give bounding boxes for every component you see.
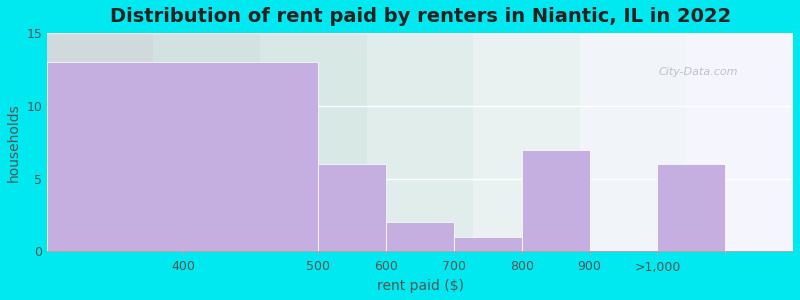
Bar bbox=[47, 62, 318, 251]
Bar bbox=[522, 149, 590, 251]
Bar bbox=[658, 164, 726, 251]
X-axis label: rent paid ($): rent paid ($) bbox=[377, 279, 464, 293]
Bar bbox=[386, 222, 454, 251]
Bar bbox=[318, 164, 386, 251]
Bar bbox=[454, 237, 522, 251]
Text: City-Data.com: City-Data.com bbox=[659, 68, 738, 77]
Y-axis label: households: households bbox=[7, 103, 21, 182]
Title: Distribution of rent paid by renters in Niantic, IL in 2022: Distribution of rent paid by renters in … bbox=[110, 7, 730, 26]
